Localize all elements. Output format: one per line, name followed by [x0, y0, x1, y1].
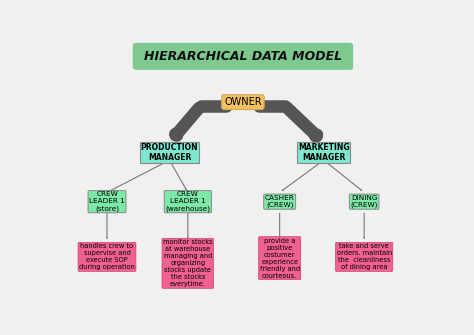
Text: MARKETING
MANAGER: MARKETING MANAGER — [298, 143, 349, 162]
Text: provide a
positive
costumer
experience
friendly and
courteous.: provide a positive costumer experience f… — [260, 238, 300, 279]
Text: CREW
LEADER 1
(store): CREW LEADER 1 (store) — [89, 191, 125, 212]
Text: handles crew to
supervise and
execute SOP
during operation: handles crew to supervise and execute SO… — [79, 244, 135, 270]
Text: PRODUCTION
MANAGER: PRODUCTION MANAGER — [141, 143, 198, 162]
Text: CASHER
(CREW): CASHER (CREW) — [265, 195, 294, 208]
Text: HIERARCHICAL DATA MODEL: HIERARCHICAL DATA MODEL — [144, 50, 342, 63]
Text: DINING
(CREW): DINING (CREW) — [350, 195, 378, 208]
Text: CREW
LEADER 1
(warehouse): CREW LEADER 1 (warehouse) — [165, 191, 210, 212]
Text: take and serve
orders. maintain
the  cleanliness
of dining area: take and serve orders. maintain the clea… — [337, 244, 392, 270]
Text: monitor stocks
at warehouse
managing and
organizing
stocks update
the stocks
eve: monitor stocks at warehouse managing and… — [163, 239, 213, 287]
Text: OWNER: OWNER — [224, 97, 262, 107]
FancyBboxPatch shape — [133, 43, 353, 70]
